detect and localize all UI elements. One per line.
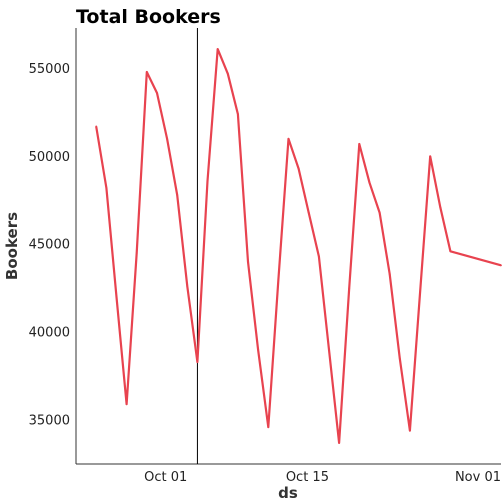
- x-tick-label: Oct 15: [286, 470, 329, 485]
- data-point: [439, 206, 442, 209]
- data-point: [237, 113, 239, 116]
- data-point: [196, 361, 199, 363]
- data-point: [500, 264, 502, 267]
- data-point: [419, 292, 421, 295]
- x-axis-ticks: Oct 01 Oct 15 Nov 01: [144, 470, 501, 485]
- data-point: [388, 273, 391, 276]
- data-point: [409, 429, 411, 432]
- data-point: [277, 278, 280, 281]
- data-point: [166, 137, 168, 140]
- data-point: [429, 155, 432, 158]
- data-point: [358, 143, 361, 145]
- data-point: [125, 403, 128, 406]
- data-point: [105, 187, 108, 189]
- y-axis-ticks: 35000 40000 45000 50000 55000: [29, 62, 70, 429]
- data-point: [287, 137, 290, 140]
- data-point: [338, 442, 340, 444]
- data-point: [115, 296, 118, 298]
- data-point: [297, 167, 300, 170]
- data-point: [267, 426, 270, 428]
- data-point: [307, 211, 310, 214]
- y-axis-title: Bookers: [3, 212, 21, 280]
- data-point: [368, 181, 371, 184]
- data-point: [216, 48, 219, 50]
- data-point: [145, 71, 148, 73]
- data-point: [156, 92, 158, 94]
- y-tick-label: 50000: [29, 150, 70, 165]
- x-tick-label: Nov 01: [455, 470, 501, 485]
- series-group: [95, 48, 502, 444]
- y-tick-label: 40000: [29, 326, 70, 341]
- y-tick-label: 55000: [29, 62, 70, 77]
- x-tick-label: Oct 01: [144, 470, 187, 485]
- x-axis-title: ds: [278, 484, 298, 502]
- data-point: [378, 211, 381, 214]
- series-line: [95, 48, 502, 444]
- data-point: [257, 348, 260, 351]
- data-point: [186, 285, 189, 288]
- data-point: [398, 357, 401, 360]
- data-point: [348, 287, 351, 290]
- data-point: [226, 72, 229, 75]
- chart-title: Total Bookers: [76, 6, 221, 28]
- data-point: [135, 252, 138, 254]
- y-tick-label: 35000: [29, 414, 70, 429]
- data-point: [95, 125, 98, 128]
- data-point: [328, 348, 330, 351]
- y-tick-label: 45000: [29, 238, 70, 253]
- data-point: [206, 180, 209, 182]
- data-point: [176, 194, 179, 196]
- data-point: [449, 250, 452, 253]
- data-point: [317, 255, 320, 258]
- data-point: [247, 260, 249, 263]
